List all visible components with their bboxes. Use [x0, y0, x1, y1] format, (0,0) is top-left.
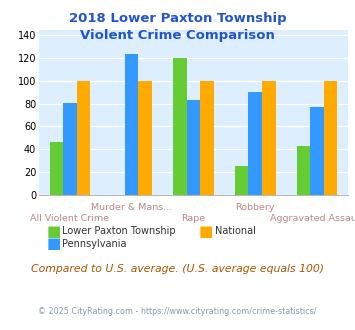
Text: Compared to U.S. average. (U.S. average equals 100): Compared to U.S. average. (U.S. average … — [31, 264, 324, 274]
Text: Robbery: Robbery — [235, 203, 275, 212]
Bar — [187, 100, 200, 195]
Text: Rape: Rape — [181, 214, 206, 223]
Bar — [262, 81, 275, 195]
Bar — [297, 146, 310, 195]
Text: Pennsylvania: Pennsylvania — [62, 239, 127, 248]
Text: ■: ■ — [46, 223, 60, 239]
Bar — [173, 58, 187, 195]
Bar — [310, 107, 324, 195]
Text: All Violent Crime: All Violent Crime — [31, 214, 109, 223]
Text: Lower Paxton Township: Lower Paxton Township — [62, 226, 176, 236]
Text: Murder & Mans...: Murder & Mans... — [91, 203, 172, 212]
Bar — [50, 142, 63, 195]
Bar — [248, 92, 262, 195]
Bar — [63, 103, 77, 195]
Text: ■: ■ — [46, 236, 60, 251]
Bar — [138, 81, 152, 195]
Text: ■: ■ — [199, 223, 213, 239]
Bar — [77, 81, 90, 195]
Bar — [324, 81, 337, 195]
Text: National: National — [215, 226, 256, 236]
Bar — [125, 53, 138, 195]
Bar — [235, 166, 248, 195]
Bar — [200, 81, 214, 195]
Text: © 2025 CityRating.com - https://www.cityrating.com/crime-statistics/: © 2025 CityRating.com - https://www.city… — [38, 307, 317, 316]
Text: 2018 Lower Paxton Township
Violent Crime Comparison: 2018 Lower Paxton Township Violent Crime… — [69, 12, 286, 42]
Text: Aggravated Assault: Aggravated Assault — [271, 214, 355, 223]
